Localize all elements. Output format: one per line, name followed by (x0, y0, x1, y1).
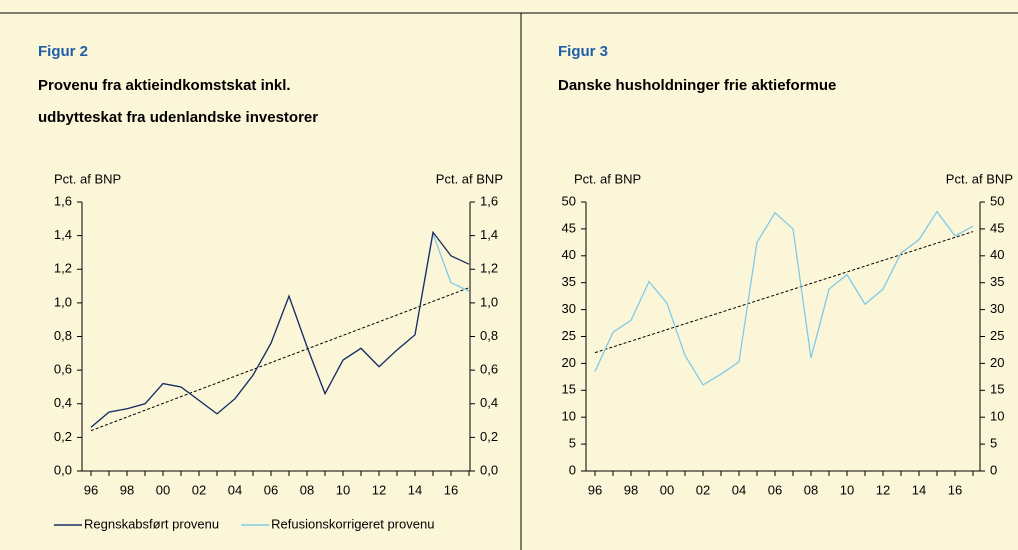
y2-tick-label: 0 (990, 462, 997, 477)
x-tick-label: 00 (660, 482, 674, 497)
y2-tick-label: 40 (990, 247, 1004, 262)
y2-tick-label: 0,8 (480, 328, 498, 343)
y-tick-label: 45 (562, 220, 576, 235)
y-tick-label: 50 (562, 193, 576, 208)
y2-tick-label: 1,0 (480, 294, 498, 309)
x-tick-label: 14 (408, 482, 422, 497)
y-tick-label: 30 (562, 301, 576, 316)
y2-axis-label: Pct. af BNP (946, 171, 1013, 186)
y-tick-label: 1,0 (54, 294, 72, 309)
y2-tick-label: 50 (990, 193, 1004, 208)
y-tick-label: 35 (562, 274, 576, 289)
x-tick-label: 96 (84, 482, 98, 497)
y-axis-label: Pct. af BNP (574, 171, 641, 186)
y-tick-label: 25 (562, 328, 576, 343)
series-line (90, 231, 470, 428)
y2-tick-label: 15 (990, 382, 1004, 397)
y-tick-label: 40 (562, 247, 576, 262)
y-tick-label: 1,2 (54, 261, 72, 276)
y-tick-label: 1,6 (54, 193, 72, 208)
y2-tick-label: 35 (990, 274, 1004, 289)
y2-tick-label: 45 (990, 220, 1004, 235)
x-tick-label: 06 (768, 482, 782, 497)
trend-line (90, 287, 470, 432)
y-tick-label: 0 (569, 462, 576, 477)
series-line (90, 230, 470, 428)
y-tick-label: 0,2 (54, 429, 72, 444)
figure-label: Figur 2 (38, 43, 88, 60)
y2-tick-label: 20 (990, 355, 1004, 370)
x-tick-label: 08 (300, 482, 314, 497)
x-tick-label: 12 (876, 482, 890, 497)
x-tick-label: 06 (264, 482, 278, 497)
y2-tick-label: 1,6 (480, 193, 498, 208)
y2-tick-label: 25 (990, 328, 1004, 343)
y2-tick-label: 0,4 (480, 395, 498, 410)
y-tick-label: 0,8 (54, 328, 72, 343)
x-tick-label: 10 (840, 482, 854, 497)
x-tick-label: 98 (624, 482, 638, 497)
x-tick-label: 08 (804, 482, 818, 497)
x-tick-label: 14 (912, 482, 926, 497)
y-tick-label: 15 (562, 382, 576, 397)
chart-title: udbytteskat fra udenlandske investorer (38, 109, 318, 126)
x-tick-label: 16 (444, 482, 458, 497)
y-tick-label: 0,0 (54, 462, 72, 477)
figure-label: Figur 3 (558, 43, 608, 60)
y-axis-label: Pct. af BNP (54, 171, 121, 186)
y2-tick-label: 10 (990, 409, 1004, 424)
trend-line (594, 231, 974, 354)
legend-label: Refusionskorrigeret provenu (271, 516, 434, 531)
x-tick-label: 02 (192, 482, 206, 497)
y2-axis-label: Pct. af BNP (436, 171, 503, 186)
y2-tick-label: 1,4 (480, 227, 498, 242)
x-tick-label: 02 (696, 482, 710, 497)
y2-tick-label: 1,2 (480, 261, 498, 276)
y2-tick-label: 0,6 (480, 362, 498, 377)
chart-title: Provenu fra aktieindkomstskat inkl. (38, 77, 291, 94)
y-tick-label: 10 (562, 409, 576, 424)
x-tick-label: 16 (948, 482, 962, 497)
legend-label: Regnskabsført provenu (84, 516, 219, 531)
y2-tick-label: 0,2 (480, 429, 498, 444)
y2-tick-label: 5 (990, 436, 997, 451)
y2-tick-label: 30 (990, 301, 1004, 316)
x-tick-label: 12 (372, 482, 386, 497)
x-tick-label: 96 (588, 482, 602, 497)
x-tick-label: 98 (120, 482, 134, 497)
y-tick-label: 5 (569, 436, 576, 451)
chart-title: Danske husholdninger frie aktieformue (558, 77, 836, 94)
y-tick-label: 0,6 (54, 362, 72, 377)
series-line (594, 210, 974, 386)
y-tick-label: 20 (562, 355, 576, 370)
x-tick-label: 04 (228, 482, 242, 497)
x-tick-label: 00 (156, 482, 170, 497)
x-tick-label: 10 (336, 482, 350, 497)
x-tick-label: 04 (732, 482, 746, 497)
y2-tick-label: 0,0 (480, 462, 498, 477)
y-tick-label: 1,4 (54, 227, 72, 242)
y-tick-label: 0,4 (54, 395, 72, 410)
